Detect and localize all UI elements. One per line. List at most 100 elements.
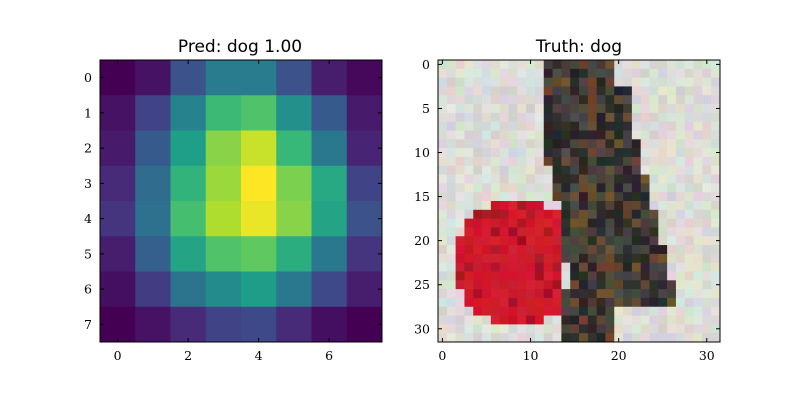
image-pixel xyxy=(693,121,703,131)
image-pixel xyxy=(614,104,624,114)
image-pixel xyxy=(623,262,633,272)
image-pixel xyxy=(693,218,703,228)
image-pixel xyxy=(570,148,580,158)
image-pixel xyxy=(508,60,518,70)
image-pixel xyxy=(579,95,589,105)
image-pixel xyxy=(508,306,518,317)
image-pixel xyxy=(605,271,615,281)
image-pixel xyxy=(543,77,554,87)
image-pixel xyxy=(587,324,598,334)
image-pixel xyxy=(464,148,474,158)
image-pixel xyxy=(614,201,624,211)
image-pixel xyxy=(640,227,650,237)
image-pixel xyxy=(570,333,580,343)
image-pixel xyxy=(543,306,554,317)
image-pixel xyxy=(587,60,598,70)
image-pixel xyxy=(473,218,483,228)
image-pixel xyxy=(623,209,633,220)
image-pixel xyxy=(438,236,448,246)
image-pixel xyxy=(473,60,483,70)
heatmap-cell xyxy=(205,201,242,237)
image-pixel xyxy=(631,297,642,308)
image-pixel xyxy=(446,130,457,140)
image-pixel xyxy=(438,306,448,317)
image-pixel xyxy=(605,262,615,272)
image-pixel xyxy=(570,280,580,290)
image-pixel xyxy=(711,183,721,193)
image-pixel xyxy=(623,218,633,228)
image-pixel xyxy=(623,77,633,87)
image-pixel xyxy=(684,297,695,308)
image-pixel xyxy=(631,218,642,228)
image-pixel xyxy=(490,209,501,220)
image-pixel xyxy=(667,192,677,202)
heatmap-cell xyxy=(135,60,171,96)
heatmap-cell xyxy=(346,306,383,343)
image-pixel xyxy=(614,192,624,202)
image-pixel xyxy=(490,192,501,202)
image-pixel xyxy=(543,121,554,131)
image-pixel xyxy=(605,121,615,131)
image-pixel xyxy=(711,333,721,343)
image-pixel xyxy=(490,271,501,281)
image-pixel xyxy=(464,253,474,264)
image-pixel xyxy=(552,324,562,334)
image-pixel xyxy=(702,192,712,202)
heatmap-cell xyxy=(346,60,383,96)
image-pixel xyxy=(508,253,518,264)
image-pixel xyxy=(473,306,483,317)
image-pixel xyxy=(693,209,703,220)
image-pixel xyxy=(667,112,677,123)
image-pixel xyxy=(473,245,483,255)
image-pixel xyxy=(473,262,483,272)
image-pixel xyxy=(570,104,580,114)
image-pixel xyxy=(623,130,633,140)
image-pixel xyxy=(579,68,589,79)
image-pixel xyxy=(490,165,501,176)
image-pixel xyxy=(473,112,483,123)
image-pixel xyxy=(711,227,721,237)
heatmap-cell xyxy=(241,236,277,272)
image-pixel xyxy=(446,139,457,149)
image-pixel xyxy=(614,315,624,325)
image-pixel xyxy=(543,315,554,325)
image-pixel xyxy=(570,306,580,317)
image-pixel xyxy=(438,121,448,131)
image-pixel xyxy=(438,280,448,290)
image-pixel xyxy=(675,112,686,123)
heatmap-cell xyxy=(205,60,242,96)
image-pixel xyxy=(702,130,712,140)
image-pixel xyxy=(473,315,483,325)
image-pixel xyxy=(658,201,668,211)
image-pixel xyxy=(552,315,562,325)
image-pixel xyxy=(675,306,686,317)
image-pixel xyxy=(631,306,642,317)
heatmap-cell xyxy=(100,306,136,343)
image-pixel xyxy=(517,297,527,308)
heatmap-cell xyxy=(205,165,242,202)
image-pixel xyxy=(570,156,580,167)
image-pixel xyxy=(667,271,677,281)
image-pixel xyxy=(455,271,465,281)
image-pixel xyxy=(517,174,527,184)
image-pixel xyxy=(640,60,650,70)
image-pixel xyxy=(490,227,501,237)
image-pixel xyxy=(587,192,598,202)
image-pixel xyxy=(614,183,624,193)
image-pixel xyxy=(517,253,527,264)
image-pixel xyxy=(552,112,562,123)
y-tick-label: 2 xyxy=(84,141,92,156)
image-pixel xyxy=(587,77,598,87)
image-pixel xyxy=(605,156,615,167)
image-pixel xyxy=(552,262,562,272)
image-pixel xyxy=(446,156,457,167)
image-pixel xyxy=(552,156,562,167)
image-pixel xyxy=(702,218,712,228)
image-pixel xyxy=(464,68,474,79)
image-pixel xyxy=(711,104,721,114)
image-pixel xyxy=(473,68,483,79)
image-pixel xyxy=(534,253,545,264)
image-pixel xyxy=(579,156,589,167)
image-pixel xyxy=(438,86,448,96)
image-pixel xyxy=(570,183,580,193)
